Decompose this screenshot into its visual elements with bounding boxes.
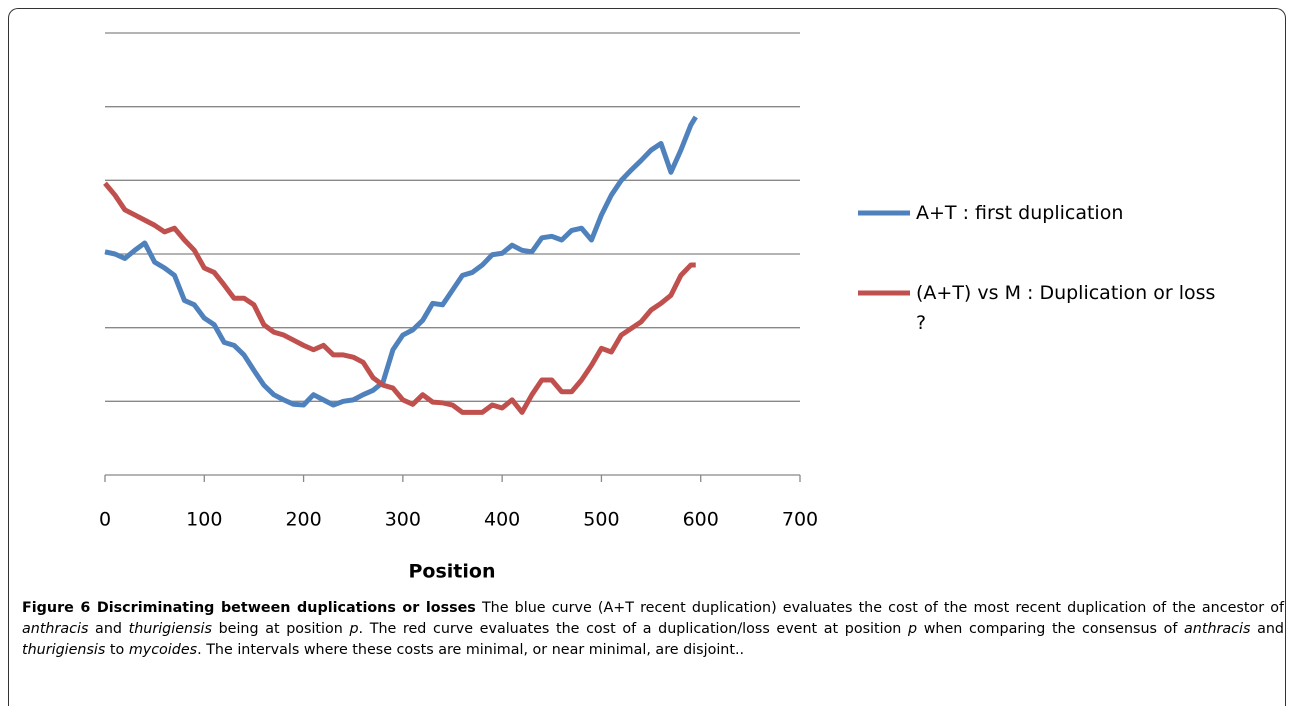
x-tick-label: 700 <box>782 509 818 531</box>
caption-text: to <box>105 642 129 658</box>
caption: Figure 6 Discriminating between duplicat… <box>22 598 1284 661</box>
caption-text: and <box>88 621 129 637</box>
x-tick-label: 300 <box>385 509 421 531</box>
line <box>104 115 698 408</box>
caption-text: thurigiensis <box>128 621 212 637</box>
caption-text: p <box>908 621 918 637</box>
legend-label: (A+T) vs M : Duplication or loss ? <box>916 282 1216 334</box>
frame <box>8 8 1286 706</box>
legend-label: A+T : first duplication <box>916 202 1124 224</box>
caption-text: mycoides <box>128 642 198 658</box>
caption-text: . The red curve evaluates the cost of a … <box>358 621 909 637</box>
x-tick-label: 200 <box>285 509 321 531</box>
caption-text: anthracis <box>22 621 89 637</box>
x-axis-label: Position <box>409 561 496 583</box>
x-tick-label: 0 <box>99 509 111 531</box>
caption-text: and <box>1250 621 1284 637</box>
caption-text: when comparing the consensus of <box>917 621 1185 637</box>
x-tick-label: 600 <box>683 509 719 531</box>
x-tick-label: 100 <box>186 509 222 531</box>
caption-text: . The intervals where these costs are mi… <box>197 642 745 658</box>
x-tick-label: 400 <box>484 509 520 531</box>
chart: Position 0 100 200 300 400 500 600 700 <box>99 32 910 583</box>
caption-text: p <box>349 621 359 637</box>
caption-title: Figure 6 Discriminating between duplicat… <box>22 600 476 616</box>
caption-text: being at position <box>211 621 350 637</box>
caption-text: The blue curve (A+T recent duplication) … <box>475 600 1284 616</box>
caption-text: anthracis <box>1184 621 1251 637</box>
x-tick-label: 500 <box>583 509 619 531</box>
line <box>103 181 696 415</box>
caption-text: thurigiensis <box>22 642 106 658</box>
